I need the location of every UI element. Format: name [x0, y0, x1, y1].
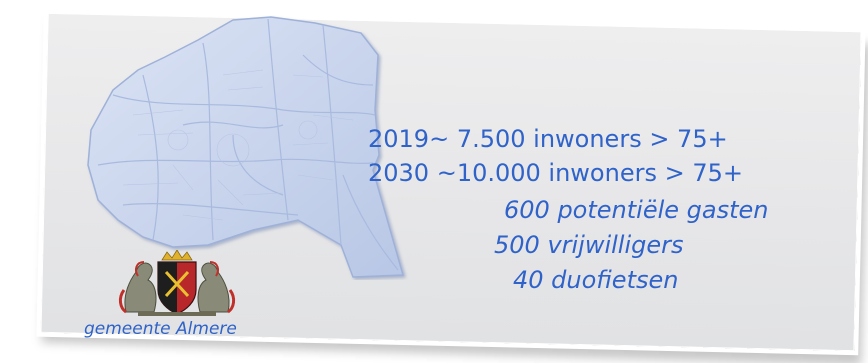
stat-2030: 2030 ~10.000 inwoners > 75+	[368, 159, 743, 187]
municipality-name: gemeente Almere	[84, 319, 237, 339]
stat-guests: 600 potentiële gasten	[504, 196, 769, 224]
coat-of-arms-icon	[118, 250, 236, 316]
stat-volunteers: 500 vrijwilligers	[494, 231, 684, 259]
stat-bikes: 40 duofietsen	[513, 266, 679, 294]
city-map-icon	[87, 16, 404, 278]
stat-2019: 2019~ 7.500 inwoners > 75+	[368, 125, 728, 153]
